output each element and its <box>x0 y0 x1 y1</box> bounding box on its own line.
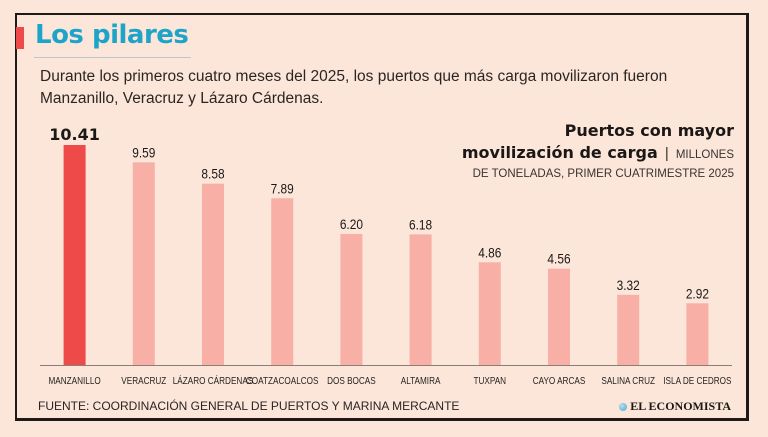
category-label: CAYO ARCAS <box>533 374 586 386</box>
chart-title-line2: movilización de carga | MILLONES <box>462 142 734 166</box>
bar-5 <box>409 234 432 365</box>
globe-icon <box>619 402 628 411</box>
bar-value-label: 6.18 <box>409 216 432 232</box>
bar-2 <box>202 183 224 365</box>
bar-value-label: 10.41 <box>49 125 100 144</box>
category-label: MANZANILLO <box>48 374 100 386</box>
bar-4 <box>340 233 363 365</box>
source-note: FUENTE: COORDINACIÓN GENERAL DE PUERTOS … <box>38 399 460 413</box>
bar-3 <box>271 198 294 365</box>
title-underline <box>34 57 191 58</box>
page-title: Los pilares <box>35 20 189 50</box>
bar-9 <box>686 303 709 365</box>
chart-heading: Puertos con mayor movilización de carga … <box>462 120 734 182</box>
brand-logo: EL ECONOMISTA <box>619 399 731 414</box>
bar-value-label: 7.89 <box>271 180 294 196</box>
bar-1 <box>132 162 155 365</box>
category-label: TUXPAN <box>474 374 507 386</box>
bar-7 <box>548 268 570 365</box>
category-label: COATZACOALCOS <box>246 374 319 386</box>
subtitle: Durante los primeros cuatro meses del 20… <box>40 68 668 107</box>
bar-value-label: 4.56 <box>547 251 570 267</box>
category-label: LÁZARO CÁRDENAS <box>173 374 253 386</box>
bar-value-label: 6.20 <box>340 216 363 232</box>
bar-8 <box>617 294 640 365</box>
infographic-frame <box>15 13 749 421</box>
brand-name: EL ECONOMISTA <box>630 399 731 413</box>
category-label: SALINA CRUZ <box>601 374 655 386</box>
bar-value-label: 3.32 <box>617 277 640 293</box>
title-accent-marker <box>16 27 24 49</box>
category-label: VERACRUZ <box>121 374 166 386</box>
chart-title-bold: movilización de carga <box>461 143 658 162</box>
chart-units-line: DE TONELADAS, PRIMER CUATRIMESTRE 2025 <box>472 168 734 180</box>
category-label: DOS BOCAS <box>327 374 376 386</box>
chart-title-separator: | <box>664 145 669 162</box>
bar-value-label: 2.92 <box>686 285 709 301</box>
bar-value-label: 9.59 <box>132 144 155 160</box>
bar-value-label: 8.58 <box>201 166 224 182</box>
bar-value-label: 4.86 <box>478 244 501 260</box>
bar-0 <box>63 145 86 365</box>
bar-6 <box>478 262 501 365</box>
category-label: ALTAMIRA <box>401 374 441 386</box>
chart-title-line1: Puertos con mayor <box>564 121 734 140</box>
category-label: ISLA DE CEDROS <box>663 374 731 386</box>
chart-units: MILLONES <box>675 149 734 161</box>
